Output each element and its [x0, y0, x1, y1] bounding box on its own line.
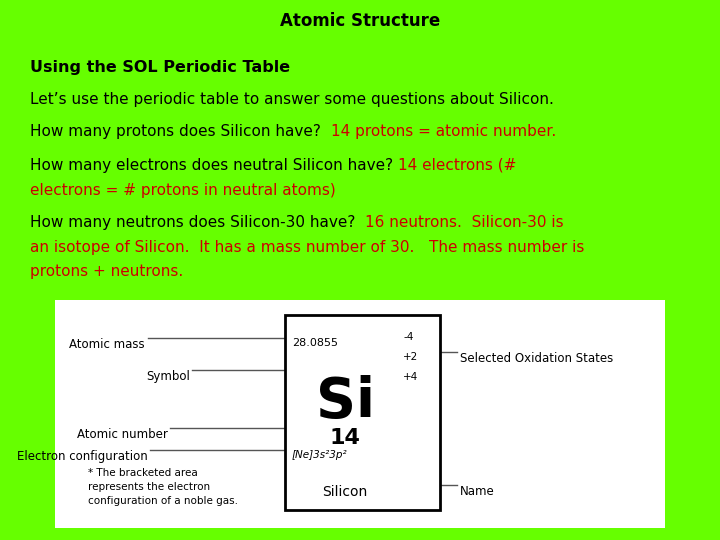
Text: 14 electrons (#: 14 electrons (# [398, 158, 516, 173]
Text: Atomic Structure: Atomic Structure [280, 12, 440, 30]
Text: [Ne]3s²3p²: [Ne]3s²3p² [292, 450, 348, 460]
Text: How many protons does Silicon have?: How many protons does Silicon have? [30, 124, 330, 139]
Text: How many neutrons does Silicon-30 have?: How many neutrons does Silicon-30 have? [30, 215, 365, 230]
Text: How many electrons does neutral Silicon have?: How many electrons does neutral Silicon … [30, 158, 398, 173]
Text: represents the electron: represents the electron [88, 482, 210, 492]
Text: Si: Si [315, 375, 374, 429]
Text: 14 protons = atomic number.: 14 protons = atomic number. [330, 124, 556, 139]
Text: 28.0855: 28.0855 [292, 338, 338, 348]
Text: +4: +4 [403, 372, 418, 382]
Text: * The bracketed area: * The bracketed area [88, 468, 198, 478]
Text: protons + neutrons.: protons + neutrons. [30, 264, 184, 279]
Text: Electron configuration: Electron configuration [17, 450, 148, 463]
Text: Name: Name [460, 485, 495, 498]
Bar [55, 300, 665, 528]
Text: Using the SOL Periodic Table: Using the SOL Periodic Table [30, 60, 290, 75]
Text: 14: 14 [330, 428, 361, 448]
Text: configuration of a noble gas.: configuration of a noble gas. [88, 496, 238, 506]
Text: Let’s use the periodic table to answer some questions about Silicon.: Let’s use the periodic table to answer s… [30, 92, 554, 107]
Text: -4: -4 [403, 332, 413, 342]
Text: Atomic mass: Atomic mass [69, 338, 145, 351]
Text: Atomic number: Atomic number [77, 428, 168, 441]
Text: Selected Oxidation States: Selected Oxidation States [460, 352, 613, 365]
Text: 16 neutrons.  Silicon-30 is: 16 neutrons. Silicon-30 is [365, 215, 564, 230]
Text: +2: +2 [403, 352, 418, 362]
Text: an isotope of Silicon.  It has a mass number of 30.   The mass number is: an isotope of Silicon. It has a mass num… [30, 240, 585, 255]
Text: Symbol: Symbol [146, 370, 190, 383]
Text: Silicon: Silicon [323, 485, 368, 499]
Bar [285, 315, 440, 510]
Text: electrons = # protons in neutral atoms): electrons = # protons in neutral atoms) [30, 183, 336, 198]
